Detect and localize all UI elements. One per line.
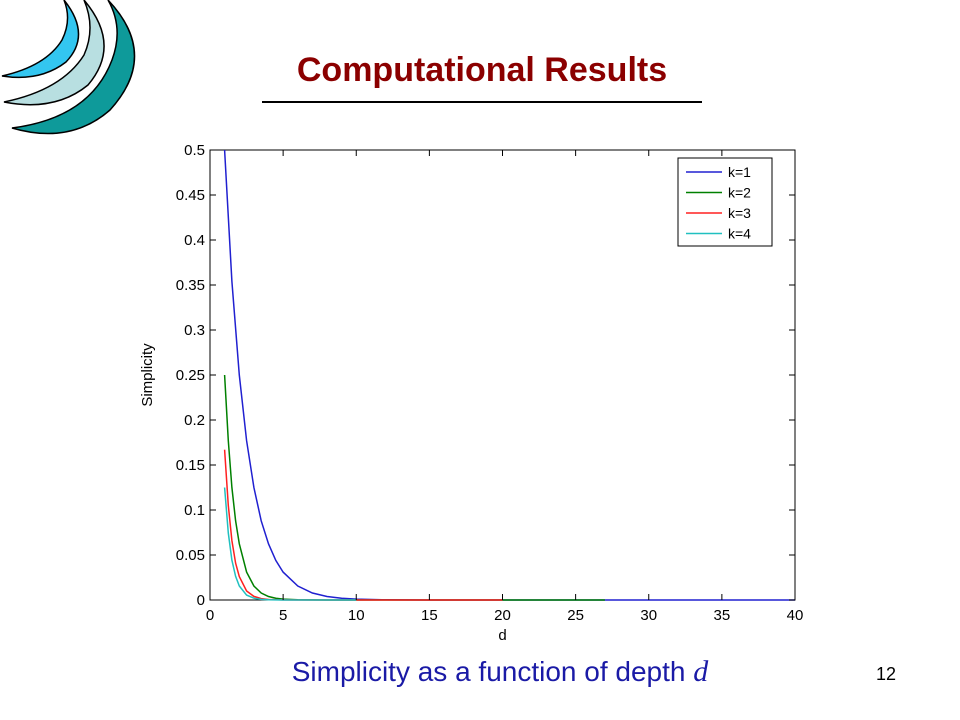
x-axis-title: d <box>498 627 506 644</box>
y-tick-label: 0.2 <box>184 412 205 429</box>
y-tick-label: 0.45 <box>176 187 205 204</box>
y-tick-label: 0.25 <box>176 367 205 384</box>
logo-inner-crescent <box>1 0 80 79</box>
simplicity-chart: 0 5 10 15 20 25 30 35 40 0 0.05 0.1 0.15 0.2 0.25 0.3 0.… <box>139 142 804 644</box>
x-tick-label: 0 <box>206 607 214 624</box>
x-tick-label: 35 <box>714 607 731 624</box>
y-tick-label: 0.5 <box>184 142 205 159</box>
series-line-k=4 <box>223 487 357 601</box>
legend-label: k=4 <box>728 226 751 242</box>
y-tick-label: 0.15 <box>176 457 205 474</box>
page-number: 12 <box>876 664 897 684</box>
x-tick-label: 30 <box>640 607 657 624</box>
legend: k=1 k=2 k=3 k=4 <box>677 157 773 247</box>
x-tick-label: 10 <box>348 607 365 624</box>
logo-middle-crescent <box>3 0 105 106</box>
y-axis-title: Simplicity <box>139 343 156 407</box>
x-tick-label: 15 <box>421 607 438 624</box>
x-tick-label: 40 <box>787 607 804 624</box>
slide-title: Computational Results <box>296 51 668 89</box>
corner-logo <box>1 0 136 135</box>
x-tick-label: 20 <box>494 607 511 624</box>
caption-variable: d <box>693 655 709 688</box>
y-tick-label: 0.05 <box>176 547 205 564</box>
y-tick-label: 0.1 <box>184 502 205 519</box>
title-underline <box>262 101 702 103</box>
figure-caption: Simplicity as a function of depth d <box>200 652 800 692</box>
legend-box <box>677 157 773 247</box>
x-tick-label: 5 <box>279 607 287 624</box>
legend-label: k=2 <box>728 185 751 201</box>
legend-label: k=3 <box>728 205 751 221</box>
y-tick-label: 0 <box>197 592 205 609</box>
x-tick-label: 25 <box>567 607 584 624</box>
series-layer <box>223 149 795 601</box>
tick-layer: 0 5 10 15 20 25 30 35 40 0 0.05 0.1 0.15 0.2 0.25 0.3 0.… <box>176 142 804 624</box>
y-tick-label: 0.4 <box>184 232 205 249</box>
caption-text: Simplicity as a function of depth <box>291 656 694 687</box>
y-tick-label: 0.3 <box>184 322 205 339</box>
legend-label: k=1 <box>728 164 751 180</box>
logo-outer-crescent <box>11 0 136 135</box>
y-tick-label: 0.35 <box>176 277 205 294</box>
